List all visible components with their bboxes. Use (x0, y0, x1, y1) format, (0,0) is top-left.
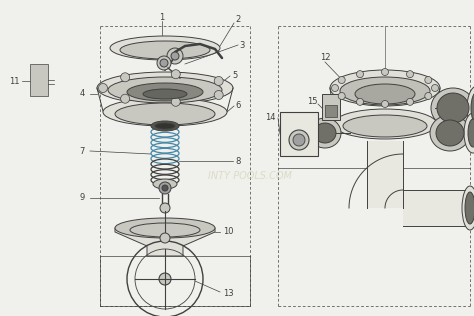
Ellipse shape (127, 83, 203, 101)
Text: 9: 9 (79, 193, 85, 203)
Circle shape (331, 84, 338, 92)
Circle shape (160, 203, 170, 213)
Ellipse shape (120, 41, 210, 59)
Text: 3: 3 (239, 40, 245, 50)
Bar (30, 64, 48, 96)
Circle shape (159, 273, 171, 285)
Circle shape (214, 76, 223, 86)
Text: 13: 13 (223, 289, 233, 299)
Circle shape (214, 90, 223, 100)
Ellipse shape (155, 123, 175, 129)
Circle shape (425, 93, 432, 100)
Ellipse shape (115, 103, 215, 125)
Circle shape (407, 71, 413, 78)
Ellipse shape (151, 121, 179, 131)
Text: 10: 10 (223, 228, 233, 236)
Circle shape (407, 98, 413, 105)
Bar (280, 112, 318, 156)
Ellipse shape (108, 77, 222, 103)
Bar (322, 94, 340, 120)
Ellipse shape (436, 120, 464, 146)
Circle shape (121, 94, 130, 103)
Ellipse shape (467, 86, 474, 130)
Ellipse shape (309, 118, 341, 148)
Circle shape (293, 134, 305, 146)
Circle shape (382, 69, 389, 76)
Ellipse shape (437, 93, 469, 123)
Circle shape (160, 233, 170, 243)
Text: 8: 8 (235, 156, 241, 166)
Ellipse shape (103, 98, 227, 126)
Ellipse shape (355, 84, 415, 104)
Text: 5: 5 (232, 71, 237, 81)
Text: 4: 4 (79, 89, 85, 99)
Text: 2: 2 (236, 15, 241, 25)
Circle shape (162, 185, 168, 191)
Circle shape (99, 83, 108, 93)
Circle shape (160, 59, 168, 67)
Ellipse shape (431, 88, 474, 128)
Bar (367, 141, 403, 208)
Ellipse shape (330, 70, 440, 106)
Circle shape (171, 70, 180, 79)
Polygon shape (115, 228, 215, 256)
Circle shape (121, 73, 130, 82)
Text: 6: 6 (235, 101, 241, 111)
Circle shape (171, 52, 179, 60)
Circle shape (356, 98, 364, 105)
Circle shape (356, 71, 364, 78)
Ellipse shape (465, 192, 474, 224)
Circle shape (338, 93, 345, 100)
Ellipse shape (110, 36, 220, 60)
Ellipse shape (115, 218, 215, 238)
Circle shape (338, 76, 345, 83)
Ellipse shape (333, 109, 437, 139)
Circle shape (289, 130, 309, 150)
Text: 11: 11 (9, 76, 19, 86)
Circle shape (171, 97, 180, 106)
Text: 1: 1 (159, 14, 164, 22)
Ellipse shape (464, 113, 474, 153)
Text: 15: 15 (307, 96, 317, 106)
Circle shape (157, 56, 171, 70)
Ellipse shape (462, 186, 474, 230)
Circle shape (167, 48, 183, 64)
Text: 7: 7 (79, 147, 85, 155)
Ellipse shape (471, 92, 474, 124)
Circle shape (425, 76, 432, 83)
Ellipse shape (97, 72, 233, 104)
Bar (325, 105, 337, 117)
Circle shape (382, 100, 389, 107)
Text: 14: 14 (265, 113, 275, 123)
Ellipse shape (314, 123, 336, 143)
Text: 12: 12 (320, 53, 330, 63)
Ellipse shape (143, 89, 187, 99)
Ellipse shape (153, 179, 177, 189)
Ellipse shape (468, 119, 474, 147)
Ellipse shape (340, 77, 430, 105)
Bar (403, 190, 470, 226)
Circle shape (159, 182, 171, 194)
Text: INTY POOLS.COM: INTY POOLS.COM (208, 171, 292, 181)
Circle shape (431, 84, 438, 92)
Ellipse shape (430, 115, 470, 151)
Ellipse shape (343, 115, 427, 137)
